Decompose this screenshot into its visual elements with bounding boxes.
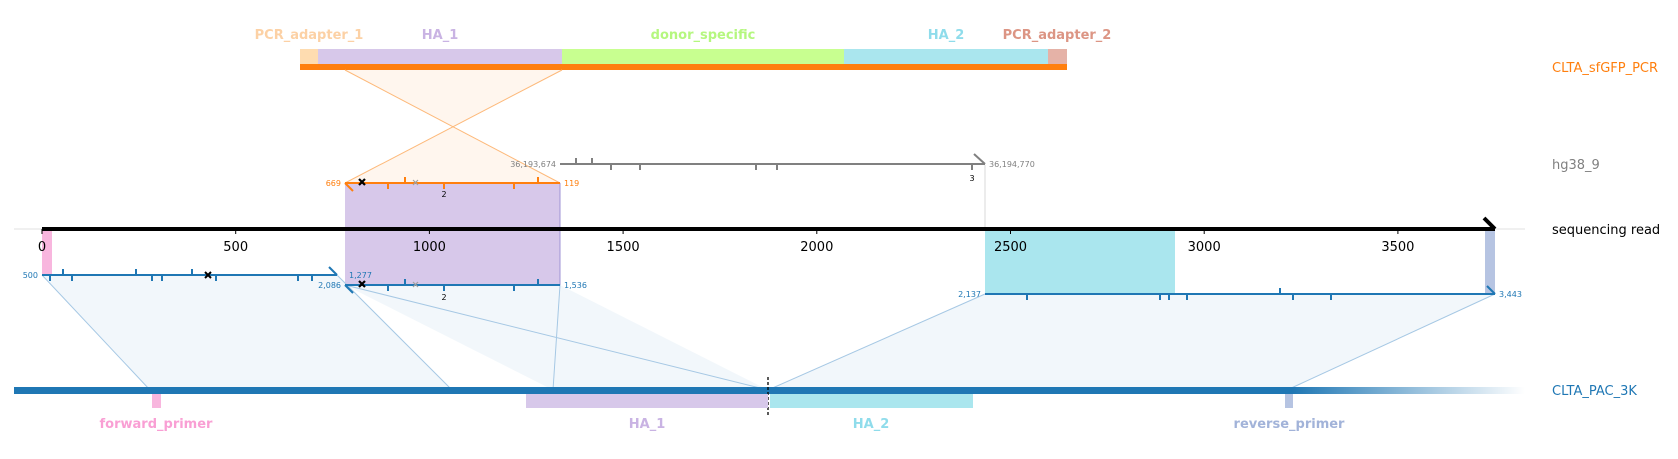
donor-feature-ha-1 <box>318 49 562 66</box>
target-shading-segment-c <box>768 294 1495 390</box>
read-track-label: sequencing read <box>1552 223 1660 238</box>
target-feature-label-ha-2: HA_2 <box>853 417 890 432</box>
target-deletion-marker <box>412 281 419 288</box>
target-a-end-coordinate: 1,277 <box>349 271 372 280</box>
target-feature-ha-2 <box>770 394 973 408</box>
read-region-ha-1 <box>345 183 560 285</box>
target-shading-segment-a <box>42 275 452 390</box>
target-connector <box>552 284 561 391</box>
genome-indel-count: 3 <box>969 174 974 183</box>
target-indel-count: 2 <box>441 293 446 302</box>
donor-feature-label-ha-2: HA_2 <box>928 28 965 43</box>
target-line <box>14 387 1292 394</box>
donor-line <box>300 64 1067 70</box>
donor-right-coordinate: 119 <box>564 179 579 188</box>
read-axis-tick-label: 3500 <box>1381 240 1414 255</box>
target-b-end-coordinate: 1,536 <box>564 281 587 290</box>
target-feature-label-forward-primer: forward_primer <box>100 417 214 432</box>
read-axis-tick-label: 2500 <box>994 240 1027 255</box>
donor-read-segment: 2 669 119 <box>326 177 579 199</box>
target-feature-ha-1 <box>526 394 768 408</box>
target-connector <box>767 293 986 391</box>
donor-track: PCR_adapter_1 HA_1 donor_specific HA_2 P… <box>255 28 1658 76</box>
read-region-forward-primer <box>42 229 52 275</box>
target-feature-label-reverse-primer: reverse_primer <box>1234 417 1346 432</box>
donor-feature-ha-2 <box>844 49 1048 66</box>
target-connector <box>1286 293 1496 391</box>
target-b-start-coordinate: 2,086 <box>318 281 341 290</box>
target-track: forward_primer HA_1 HA_2 reverse_primer … <box>14 377 1637 432</box>
target-feature-forward-primer <box>152 394 161 408</box>
read-region-ha-2 <box>985 228 1175 294</box>
genome-end-coordinate: 36,194,770 <box>989 160 1035 169</box>
read-axis-tick-label: 500 <box>223 240 248 255</box>
genome-alignment-end-arrow <box>973 153 986 165</box>
target-segment-a: 500 1,277 <box>23 266 372 281</box>
target-segment-a-end-arrow <box>328 266 338 276</box>
read-axis-end-arrow <box>1482 216 1497 231</box>
donor-feature-label-pcr-adapter-1: PCR_adapter_1 <box>255 28 364 43</box>
target-track-label: CLTA_PAC_3K <box>1552 384 1637 399</box>
target-feature-label-ha-1: HA_1 <box>629 417 666 432</box>
donor-feature-label-donor-specific: donor_specific <box>651 28 756 43</box>
donor-feature-label-ha-1: HA_1 <box>422 28 459 43</box>
donor-indel-count: 2 <box>441 190 446 199</box>
target-alignment-connectors <box>41 274 1496 391</box>
genome-start-coordinate: 36,193,674 <box>510 160 556 169</box>
read-axis-tick-label: 3000 <box>1188 240 1221 255</box>
donor-deletion-marker <box>358 178 366 186</box>
donor-track-label: CLTA_sfGFP_PCR <box>1552 61 1658 76</box>
donor-feature-pcr-adapter-2 <box>1048 49 1067 66</box>
donor-deletion-marker <box>412 179 419 186</box>
target-segment-b-start-arrow <box>344 284 354 294</box>
read-axis-tick-label: 1500 <box>607 240 640 255</box>
target-a-start-coordinate: 500 <box>23 271 38 280</box>
donor-segment-start-arrow <box>344 182 354 192</box>
target-feature-reverse-primer <box>1285 394 1293 408</box>
read-axis-tick-label: 2000 <box>800 240 833 255</box>
target-c-end-coordinate: 3,443 <box>1499 290 1522 299</box>
target-connector <box>41 274 151 391</box>
read-axis: 0 500 1000 1500 2000 2500 3000 3500 sequencing … <box>14 216 1660 255</box>
donor-read-alignment <box>344 69 563 184</box>
donor-left-coordinate: 669 <box>326 179 341 188</box>
target-c-start-coordinate: 2,137 <box>958 290 981 299</box>
target-connector <box>336 274 453 391</box>
read-region-reverse-primer <box>1485 229 1495 293</box>
target-segment-b: 2 2,086 1,536 <box>318 279 587 302</box>
donor-feature-donor-specific <box>562 49 844 66</box>
read-highlight-regions <box>42 183 1495 294</box>
genome-alignment: 3 36,193,674 36,194,770 hg38_9 <box>510 153 1600 228</box>
donor-feature-pcr-adapter-1 <box>300 49 318 66</box>
target-line-fade <box>1292 387 1525 394</box>
genome-track-label: hg38_9 <box>1552 158 1600 173</box>
target-alignment-shading <box>42 275 1495 390</box>
read-axis-tick-label: 0 <box>38 240 46 255</box>
donor-feature-label-pcr-adapter-2: PCR_adapter_2 <box>1003 28 1112 43</box>
read-axis-ticks: 0 500 1000 1500 2000 2500 3000 3500 <box>38 229 1414 255</box>
target-deletion-marker <box>204 271 212 279</box>
read-axis-tick-label: 1000 <box>413 240 446 255</box>
target-segment-c: 2,137 3,443 <box>958 285 1522 300</box>
target-segment-c-end-arrow <box>1486 285 1496 295</box>
target-deletion-marker <box>358 280 366 288</box>
donor-alignment-connector <box>344 69 563 184</box>
